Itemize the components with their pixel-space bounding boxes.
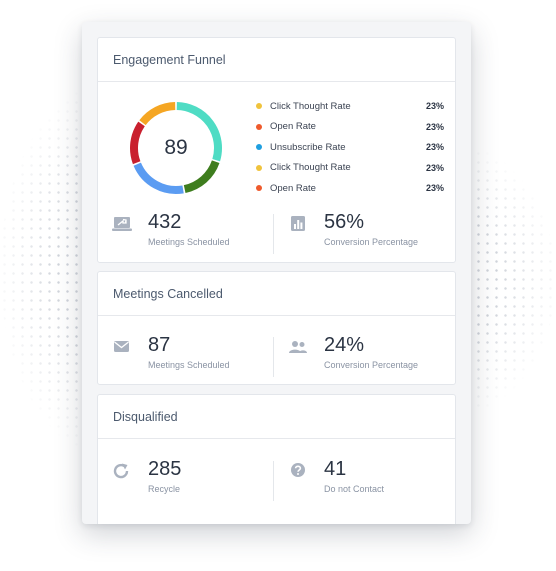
card-title: Meetings Cancelled (98, 272, 455, 316)
legend-dot (256, 164, 262, 171)
legend-label: Open Rate (270, 121, 316, 133)
engagement-stats: 432 Meetings Scheduled 56% Conversion Pe… (98, 210, 457, 258)
conversion-percentage-stat: 56% Conversion Percentage (288, 210, 448, 258)
card-title: Disqualified (98, 395, 455, 439)
stat-label: Meetings Scheduled (148, 237, 230, 247)
meetings-cancelled-card: Meetings Cancelled 87 Meetings Scheduled (97, 271, 456, 385)
laptop-share-icon (112, 217, 132, 231)
legend-label: Unsubscribe Rate (270, 141, 346, 153)
legend-value: 23% (425, 142, 444, 153)
refresh-icon (113, 463, 129, 479)
meetings-scheduled-stat: 432 Meetings Scheduled (112, 210, 262, 258)
stat-value: 24% (324, 334, 365, 356)
legend-value: 23% (425, 121, 444, 132)
stat-label: Do not Contact (324, 484, 385, 494)
disqualified-card: Disqualified 285 Recycle 41 Do not Conta… (97, 394, 456, 524)
meetings-scheduled-stat: 87 Meetings Scheduled (112, 333, 262, 381)
card-title: Engagement Funnel (98, 38, 455, 82)
legend-dot (256, 144, 262, 151)
stat-value: 41 (324, 458, 347, 480)
donut-segment-5 (139, 102, 176, 126)
legend-value: 23% (425, 183, 444, 194)
legend-dot (256, 123, 262, 130)
legend-label: Open Rate (270, 182, 316, 194)
donut-segment-2 (183, 160, 220, 194)
users-icon (289, 341, 307, 353)
disqualified-stats: 285 Recycle 41 Do not Contact (98, 457, 457, 505)
conversion-percentage-stat: 24% Conversion Percentage (288, 333, 448, 381)
stat-label: Meetings Scheduled (148, 360, 230, 370)
dashboard-panel: Engagement Funnel 89 Click Thought Rate … (82, 22, 471, 524)
donut-svg (130, 102, 222, 194)
stat-label: Conversion Percentage (324, 360, 419, 370)
legend-label: Click Thought Rate (270, 162, 351, 174)
stat-value: 432 (148, 211, 182, 233)
stat-divider (273, 214, 274, 254)
do-not-contact-stat: 41 Do not Contact (288, 457, 448, 505)
legend-item: Open Rate 23% (256, 117, 444, 138)
legend-item: Unsubscribe Rate 23% (256, 137, 444, 158)
stat-divider (273, 337, 274, 377)
stat-value: 87 (148, 334, 171, 356)
legend-label: Click Thought Rate (270, 100, 351, 112)
legend-value: 23% (425, 101, 444, 112)
engagement-legend: Click Thought Rate 23% Open Rate 23% Uns… (256, 96, 444, 199)
engagement-donut-chart: 89 (126, 98, 226, 198)
legend-dot (256, 103, 262, 110)
stat-label: Conversion Percentage (324, 237, 419, 247)
stat-divider (273, 461, 274, 501)
donut-segment-3 (133, 162, 184, 194)
cancelled-stats: 87 Meetings Scheduled 24% Conversion Per… (98, 333, 457, 381)
recycle-stat: 285 Recycle (112, 457, 262, 505)
donut-segment-1 (176, 102, 222, 162)
stat-label: Recycle (148, 484, 181, 494)
donut-segment-4 (130, 121, 145, 165)
stat-value: 285 (148, 458, 182, 480)
envelope-icon (114, 341, 129, 352)
question-circle-icon (291, 463, 305, 477)
legend-item: Click Thought Rate 23% (256, 96, 444, 117)
legend-value: 23% (425, 162, 444, 173)
legend-item: Open Rate 23% (256, 178, 444, 199)
stat-value: 56% (324, 211, 365, 233)
engagement-funnel-card: Engagement Funnel 89 Click Thought Rate … (97, 37, 456, 263)
legend-dot (256, 185, 262, 192)
engagement-score: 89 (164, 136, 188, 159)
bar-chart-icon (291, 216, 305, 231)
legend-item: Click Thought Rate 23% (256, 158, 444, 179)
